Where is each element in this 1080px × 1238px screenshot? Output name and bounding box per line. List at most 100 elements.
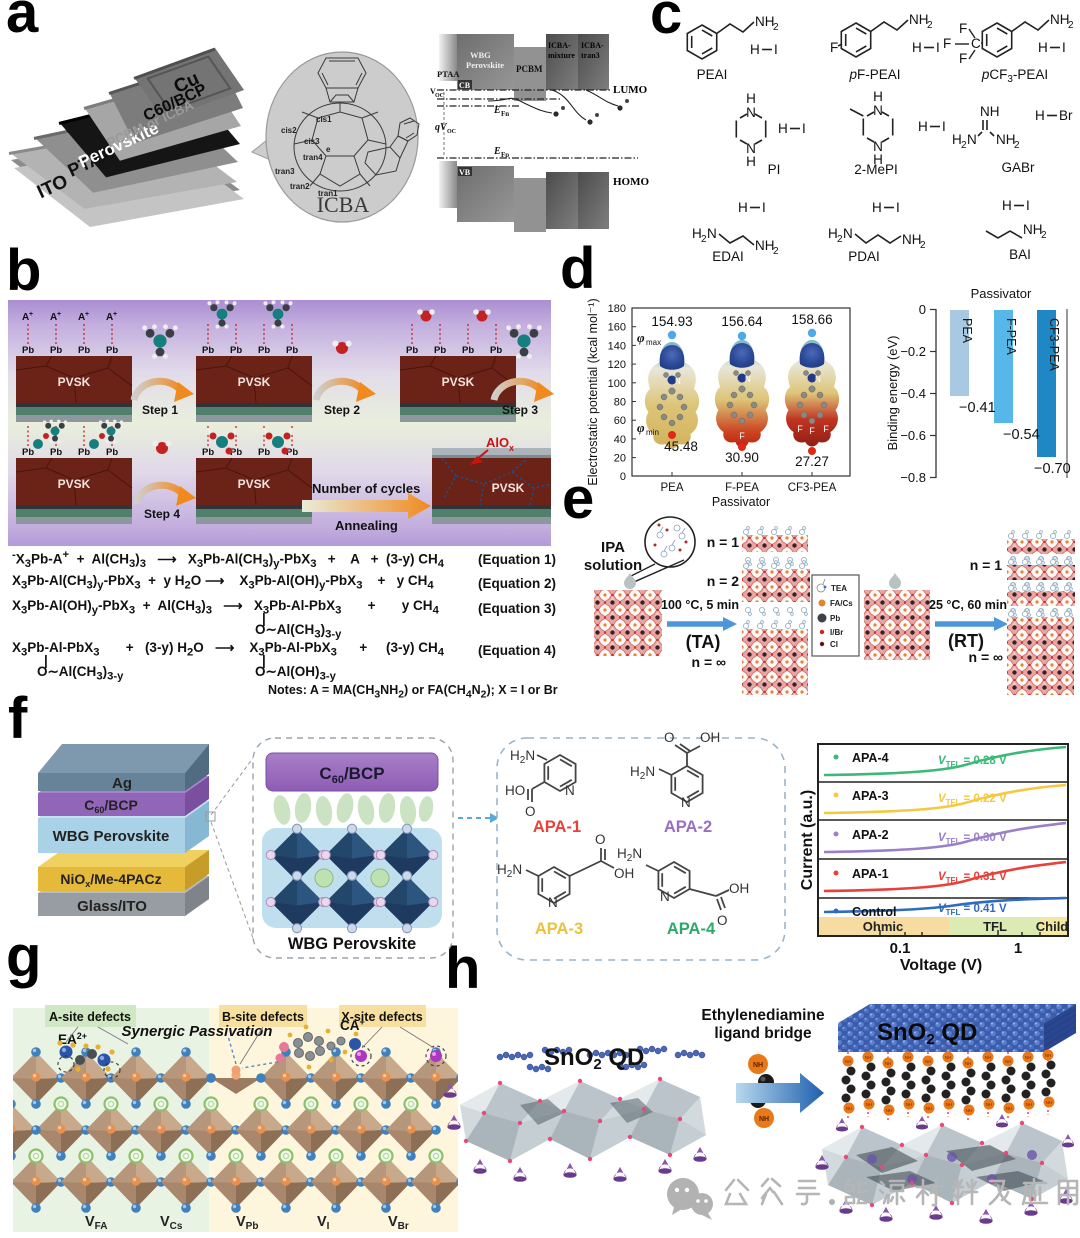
svg-text:−0.8: −0.8 — [900, 470, 926, 485]
svg-text:I: I — [936, 40, 940, 55]
svg-text:min: min — [646, 428, 659, 437]
svg-text:I: I — [762, 200, 766, 215]
svg-text:APA-4: APA-4 — [852, 751, 889, 765]
svg-text:PTAA: PTAA — [437, 69, 460, 79]
svg-text:NH: NH — [909, 12, 929, 27]
svg-text:tran4: tran4 — [303, 153, 323, 162]
svg-text:+: + — [113, 311, 117, 318]
svg-text:H2N: H2N — [497, 862, 522, 880]
svg-text:2: 2 — [1068, 20, 1074, 31]
svg-text:N: N — [565, 783, 575, 798]
svg-text:APA-2: APA-2 — [852, 828, 889, 842]
svg-text:NH: NH — [996, 132, 1016, 147]
svg-text:Annealing: Annealing — [335, 518, 398, 533]
svg-text:φ: φ — [637, 420, 645, 435]
svg-text:n = ∞: n = ∞ — [692, 654, 727, 670]
svg-text:O: O — [664, 730, 675, 745]
svg-text:TEA: TEA — [831, 584, 847, 593]
svg-text:H2N: H2N — [617, 846, 642, 864]
svg-text:H: H — [1035, 108, 1045, 123]
svg-text:Br: Br — [1059, 108, 1073, 123]
svg-text:N: N — [815, 375, 821, 384]
svg-text:−0.4: −0.4 — [900, 386, 926, 401]
svg-text:H: H — [872, 200, 882, 215]
svg-text:+: + — [29, 311, 33, 318]
svg-text:H: H — [692, 226, 702, 241]
svg-text:40: 40 — [614, 434, 626, 446]
svg-text:−0.6: −0.6 — [900, 428, 926, 443]
svg-text:Step 3: Step 3 — [502, 403, 538, 417]
svg-text:Fn: Fn — [501, 110, 509, 118]
svg-text:Binding energy (eV): Binding energy (eV) — [885, 336, 900, 451]
svg-text:PEA: PEA — [660, 482, 683, 494]
svg-text:CF3-PEA: CF3-PEA — [788, 482, 837, 494]
svg-text:Fp: Fp — [501, 151, 509, 159]
svg-text:x: x — [509, 443, 514, 453]
svg-text:H: H — [778, 121, 788, 136]
svg-text:+: + — [85, 311, 89, 318]
svg-text:I: I — [802, 121, 806, 136]
svg-text:F: F — [959, 51, 967, 66]
svg-text:N: N — [660, 889, 670, 904]
svg-text:F: F — [823, 424, 829, 434]
svg-text:CB: CB — [459, 81, 471, 90]
svg-text:H: H — [828, 226, 838, 241]
svg-text:Glass/ITO: Glass/ITO — [77, 898, 147, 915]
svg-text:N: N — [681, 795, 691, 810]
svg-text:N: N — [873, 139, 883, 154]
svg-text:APA-1: APA-1 — [852, 867, 889, 881]
svg-text:I: I — [896, 200, 900, 215]
svg-text:H: H — [912, 40, 922, 55]
svg-text:H: H — [1002, 198, 1012, 213]
svg-text:158.66: 158.66 — [791, 312, 832, 327]
svg-text:100: 100 — [608, 378, 626, 390]
svg-text:H: H — [1038, 40, 1048, 55]
svg-text:PI: PI — [768, 162, 781, 177]
svg-text:VTFL = 0.31 V: VTFL = 0.31 V — [938, 871, 1007, 885]
svg-text:H2N: H2N — [630, 764, 655, 782]
svg-text:2: 2 — [920, 240, 926, 251]
svg-text:GABr: GABr — [1001, 160, 1035, 175]
svg-text:60: 60 — [614, 415, 626, 427]
svg-text:20: 20 — [614, 453, 626, 465]
svg-text:N: N — [843, 226, 853, 241]
svg-text:PEA: PEA — [960, 318, 974, 344]
svg-text:F: F — [809, 426, 815, 436]
svg-text:A: A — [106, 312, 113, 323]
svg-text:cis3: cis3 — [304, 137, 320, 146]
svg-text:Step 1: Step 1 — [142, 403, 178, 417]
svg-text:CA+: CA+ — [340, 1017, 365, 1033]
svg-text:H: H — [873, 152, 883, 167]
svg-text:NH: NH — [753, 1062, 763, 1069]
svg-text:−0.54: −0.54 — [1003, 427, 1040, 443]
svg-text:N: N — [707, 226, 717, 241]
svg-text:pCF3-PEAI: pCF3-PEAI — [981, 67, 1048, 85]
svg-text:O: O — [595, 832, 606, 847]
svg-text:OH: OH — [700, 730, 720, 745]
svg-text:H: H — [746, 91, 756, 106]
svg-text:O: O — [717, 913, 728, 928]
svg-text:WBG Perovskite: WBG Perovskite — [53, 828, 170, 845]
svg-text:0: 0 — [919, 302, 926, 317]
svg-text:2: 2 — [927, 20, 933, 31]
svg-text:ICBA-: ICBA- — [581, 41, 604, 50]
svg-text:N: N — [675, 377, 681, 386]
svg-text:F-PEA: F-PEA — [725, 482, 759, 494]
svg-text:0.1: 0.1 — [890, 940, 911, 957]
svg-text:Cl: Cl — [830, 640, 838, 649]
svg-text:PEAI: PEAI — [697, 67, 728, 82]
svg-text:1: 1 — [1014, 940, 1022, 957]
svg-text:VTFL = 0.41 V: VTFL = 0.41 V — [938, 903, 1007, 917]
svg-text:Step 4: Step 4 — [144, 507, 180, 521]
svg-text:(TA): (TA) — [686, 632, 721, 652]
svg-text:mixture: mixture — [548, 51, 575, 60]
svg-text:2: 2 — [961, 140, 967, 151]
svg-text:IPA: IPA — [601, 539, 625, 556]
svg-text:NH: NH — [980, 104, 1000, 119]
svg-text:2: 2 — [701, 234, 707, 245]
svg-text:160: 160 — [608, 322, 626, 334]
svg-text:VI: VI — [317, 1214, 330, 1232]
svg-text:tran2: tran2 — [290, 182, 310, 191]
svg-text:tran1: tran1 — [318, 189, 338, 198]
svg-text:solution: solution — [584, 557, 642, 574]
